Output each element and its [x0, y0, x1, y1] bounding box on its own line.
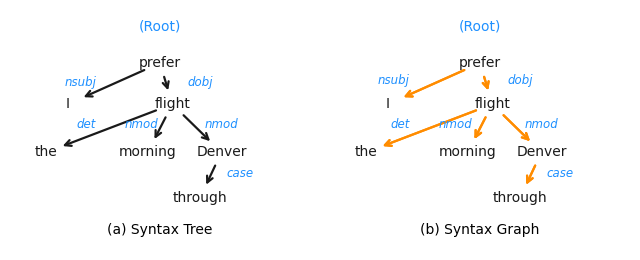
Text: I: I: [66, 97, 70, 111]
Text: nsubj: nsubj: [378, 74, 410, 87]
Text: through: through: [493, 191, 547, 205]
Text: (b) Syntax Graph: (b) Syntax Graph: [420, 223, 540, 237]
Text: dobj: dobj: [507, 74, 532, 87]
Text: prefer: prefer: [139, 56, 181, 70]
Text: flight: flight: [154, 97, 190, 111]
Text: morning: morning: [439, 145, 497, 159]
Text: (Root): (Root): [459, 20, 501, 34]
Text: I: I: [386, 97, 390, 111]
Text: flight: flight: [474, 97, 510, 111]
Text: Denver: Denver: [196, 145, 246, 159]
Text: nmod: nmod: [205, 118, 238, 131]
Text: Denver: Denver: [516, 145, 566, 159]
Text: case: case: [227, 167, 253, 180]
Text: (a) Syntax Tree: (a) Syntax Tree: [108, 223, 212, 237]
Text: the: the: [35, 145, 58, 159]
Text: nsubj: nsubj: [64, 76, 96, 89]
Text: nmod: nmod: [125, 118, 159, 131]
Text: det: det: [77, 118, 96, 131]
Text: case: case: [547, 167, 573, 180]
Text: dobj: dobj: [187, 76, 212, 89]
Text: nmod: nmod: [438, 118, 472, 131]
Text: through: through: [173, 191, 227, 205]
Text: det: det: [390, 118, 410, 131]
Text: nmod: nmod: [525, 118, 558, 131]
Text: (Root): (Root): [139, 20, 181, 34]
Text: morning: morning: [119, 145, 177, 159]
Text: prefer: prefer: [459, 56, 501, 70]
Text: the: the: [355, 145, 378, 159]
